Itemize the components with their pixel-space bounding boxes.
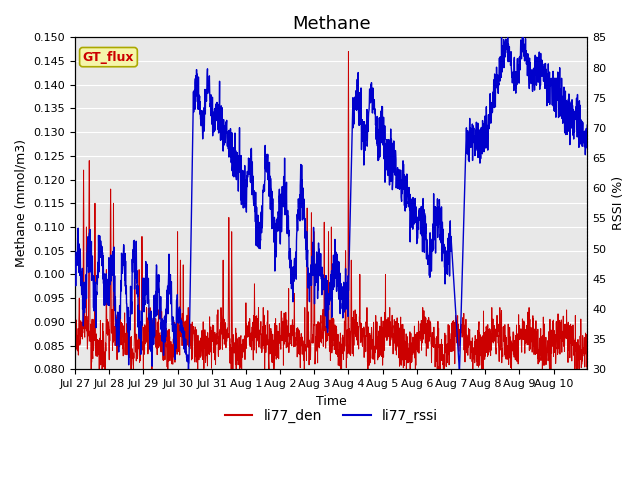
Y-axis label: RSSI (%): RSSI (%) [612, 176, 625, 230]
Title: Methane: Methane [292, 15, 371, 33]
Y-axis label: Methane (mmol/m3): Methane (mmol/m3) [15, 139, 28, 267]
X-axis label: Time: Time [316, 395, 347, 408]
Legend: li77_den, li77_rssi: li77_den, li77_rssi [219, 403, 444, 429]
Text: GT_flux: GT_flux [83, 50, 134, 64]
